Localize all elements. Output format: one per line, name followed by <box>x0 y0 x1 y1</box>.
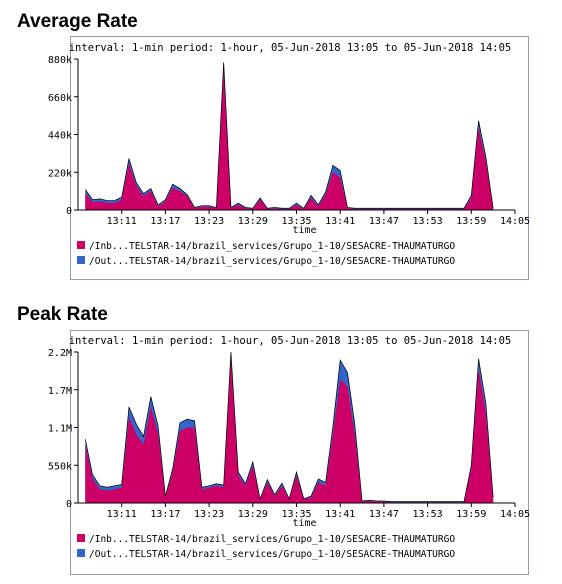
peak-y-tick-label: 1.7M <box>48 386 72 397</box>
peak-x-tick-label: 13:29 <box>238 509 268 520</box>
peak-chart-header: interval: 1-min period: 1-hour, 05-Jun-2… <box>69 335 512 347</box>
peak-x-tick-label: 13:17 <box>150 509 180 520</box>
peak-legend-label: /Inb...TELSTAR-14/brazil_services/Grupo_… <box>89 534 455 545</box>
peak-x-axis-label: time <box>292 518 316 529</box>
peak-y-tick-label: 1.1M <box>48 424 72 435</box>
peak-y-tick-label: 2.2M <box>48 348 72 359</box>
peak-x-tick-label: 13:41 <box>325 509 355 520</box>
peak-legend-label: /Out...TELSTAR-14/brazil_services/Grupo_… <box>89 549 455 560</box>
peak-x-tick-label: 14:05 <box>500 509 530 520</box>
peak-x-tick-label: 13:11 <box>107 509 137 520</box>
peak-y-tick-label: 0 <box>66 499 72 510</box>
peak-legend-swatch <box>77 534 85 542</box>
peak-x-tick-label: 13:59 <box>456 509 486 520</box>
peak-legend-swatch <box>77 549 85 557</box>
peak-y-tick-label: 550k <box>48 461 72 472</box>
peak-x-tick-label: 13:53 <box>413 509 443 520</box>
peak-x-tick-label: 13:23 <box>194 509 224 520</box>
peak-x-tick-label: 13:47 <box>369 509 399 520</box>
